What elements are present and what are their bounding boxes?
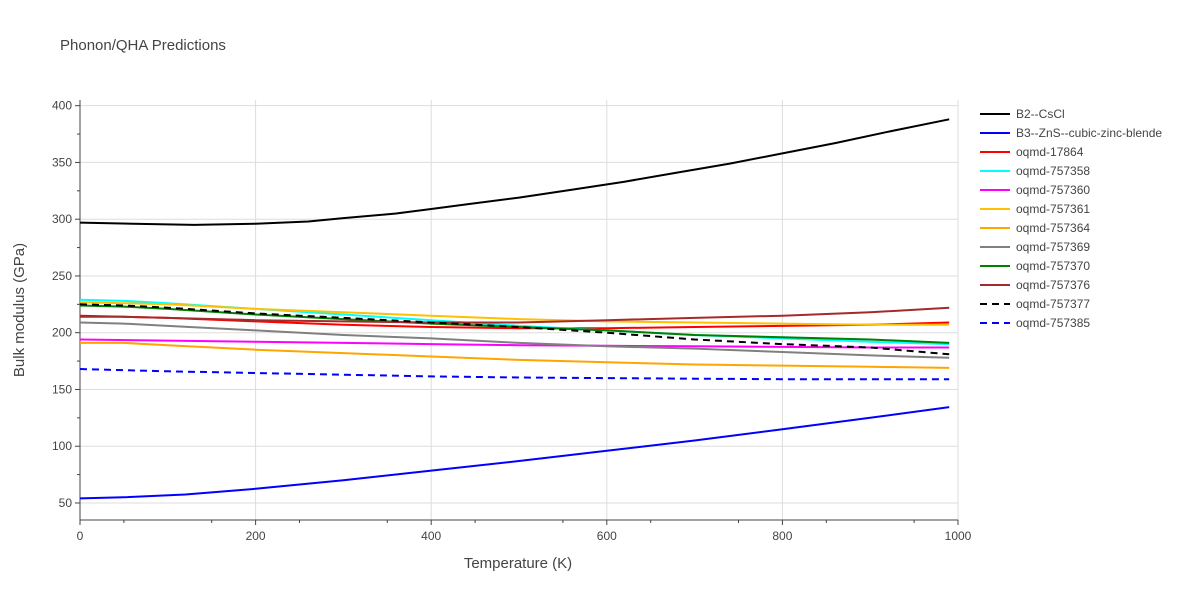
legend-item[interactable]: oqmd-757376 — [980, 278, 1090, 292]
legend-label: oqmd-757360 — [1016, 183, 1090, 197]
series-line-B3--ZnS--cubic-zinc-blende — [79, 406, 950, 500]
legend-label: oqmd-757361 — [1016, 202, 1090, 216]
x-tick-label: 200 — [246, 529, 266, 543]
legend: B2--CsCl B3--ZnS--cubic-zinc-blende oqmd-1… — [980, 107, 1162, 330]
series-line-oqmd-757376 — [80, 306, 950, 324]
legend-item[interactable]: oqmd-757364 — [980, 221, 1090, 235]
axes: 0 200 400 600 800 1000 50 100 150 200 250 300 350 400 — [52, 99, 972, 543]
legend-item[interactable]: oqmd-757385 — [980, 316, 1090, 330]
series-line-oqmd-757361 — [79, 301, 950, 326]
y-tick-label: 300 — [52, 212, 72, 226]
x-tick-label: 600 — [597, 529, 617, 543]
legend-item[interactable]: B3--ZnS--cubic-zinc-blende — [980, 126, 1162, 140]
legend-label: oqmd-757370 — [1016, 259, 1090, 273]
legend-label: oqmd-757385 — [1016, 316, 1090, 330]
y-tick-label: 350 — [52, 155, 72, 169]
legend-item[interactable]: oqmd-757377 — [980, 297, 1090, 311]
series-line-oqmd-757370 — [79, 304, 950, 344]
x-tick-label: 400 — [421, 529, 441, 543]
series-line-oqmd-757385 — [79, 368, 950, 381]
legend-label: oqmd-757358 — [1016, 164, 1090, 178]
series-line-oqmd-757369 — [79, 321, 950, 359]
legend-item[interactable]: oqmd-757369 — [980, 240, 1090, 254]
y-tick-label: 250 — [52, 269, 72, 283]
x-tick-label: 1000 — [945, 529, 972, 543]
series-line-B2--CsCl — [79, 118, 950, 226]
legend-label: B2--CsCl — [1016, 107, 1065, 121]
x-axis-title: Temperature (K) — [464, 555, 572, 572]
legend-label: B3--ZnS--cubic-zinc-blende — [1016, 126, 1162, 140]
y-tick-label: 100 — [52, 439, 72, 453]
legend-item[interactable]: oqmd-17864 — [980, 145, 1084, 159]
legend-item[interactable]: B2--CsCl — [980, 107, 1065, 121]
legend-label: oqmd-757376 — [1016, 278, 1090, 292]
y-tick-label: 150 — [52, 382, 72, 396]
y-axis-title: Bulk modulus (GPa) — [11, 243, 28, 377]
x-tick-label: 0 — [77, 529, 84, 543]
legend-label: oqmd-757364 — [1016, 221, 1090, 235]
y-tick-label: 400 — [52, 99, 72, 113]
chart-title: Phonon/QHA Predictions — [60, 37, 226, 54]
legend-item[interactable]: oqmd-757370 — [980, 259, 1090, 273]
legend-item[interactable]: oqmd-757358 — [980, 164, 1090, 178]
y-tick-label: 200 — [52, 326, 72, 340]
legend-label: oqmd-757369 — [1016, 240, 1090, 254]
x-tick-label: 800 — [772, 529, 792, 543]
series-line-oqmd-757364 — [80, 341, 950, 369]
series-lines — [79, 118, 950, 500]
grid — [80, 100, 959, 520]
series-line-oqmd-757360 — [79, 338, 950, 349]
legend-item[interactable]: oqmd-757360 — [980, 183, 1090, 197]
legend-item[interactable]: oqmd-757361 — [980, 202, 1090, 216]
y-tick-label: 50 — [59, 496, 73, 510]
legend-label: oqmd-757377 — [1016, 297, 1090, 311]
legend-label: oqmd-17864 — [1016, 145, 1084, 159]
